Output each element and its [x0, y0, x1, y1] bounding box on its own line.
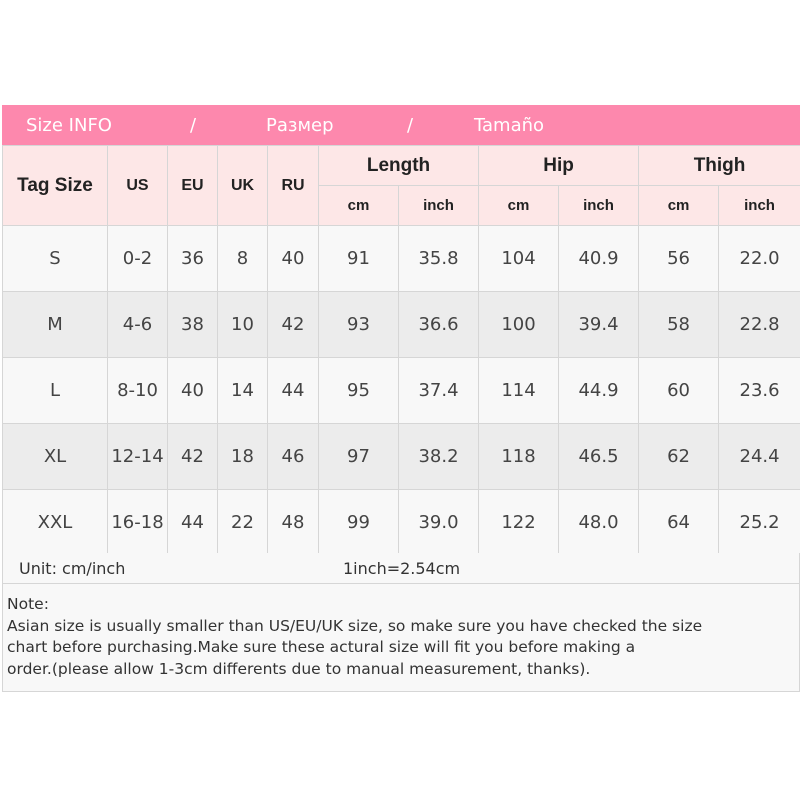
table-cell: 100: [478, 291, 560, 358]
table-row: XL 12-14 42 18 46 97 38.2 118 46.5 62 24.4: [2, 423, 800, 490]
table-cell: 23.6: [718, 357, 800, 424]
header-thigh-inch: inch: [718, 185, 800, 226]
table-cell: 97: [318, 423, 399, 490]
table-cell: 37.4: [397, 357, 480, 424]
table-cell: 24.4: [718, 423, 800, 490]
header-us: US: [107, 145, 168, 226]
header-length-cm: cm: [318, 185, 399, 226]
table-cell: 40: [167, 357, 218, 424]
table-cell: 12-14: [107, 423, 168, 490]
banner-separator: /: [190, 115, 197, 136]
table-cell: 99: [318, 489, 399, 556]
table-cell: 44: [267, 357, 319, 424]
table-cell: 22.8: [718, 291, 800, 358]
header-thigh: Thigh: [638, 145, 800, 186]
table-cell: 46.5: [558, 423, 640, 490]
table-cell: M: [2, 291, 108, 358]
note-line: order.(please allow 1-3cm differents due…: [7, 659, 591, 678]
banner-english: Size INFO: [26, 115, 112, 136]
table-cell: 118: [478, 423, 560, 490]
table-cell: 48.0: [558, 489, 640, 556]
table-cell: 42: [267, 291, 319, 358]
table-cell: 36.6: [397, 291, 480, 358]
unit-label: Unit: cm/inch: [19, 559, 126, 578]
table-cell: 8: [217, 225, 268, 292]
note-title: Note:: [7, 595, 49, 613]
table-cell: 16-18: [107, 489, 168, 556]
table-cell: 46: [267, 423, 319, 490]
table-cell: L: [2, 357, 108, 424]
table-row: L 8-10 40 14 44 95 37.4 114 44.9 60 23.6: [2, 357, 800, 424]
table-cell: 4-6: [107, 291, 168, 358]
header-hip: Hip: [478, 145, 640, 186]
header-hip-cm: cm: [478, 185, 560, 226]
table-cell: 104: [478, 225, 560, 292]
note-box: Note: Asian size is usually smaller than…: [2, 584, 800, 692]
table-row: S 0-2 36 8 40 91 35.8 104 40.9 56 22.0: [2, 225, 800, 292]
size-info-banner: Size INFO / Размер / Tamaño: [2, 105, 800, 145]
header-tag-size: Tag Size: [2, 145, 108, 226]
table-cell: 35.8: [397, 225, 480, 292]
table-cell: 95: [318, 357, 399, 424]
unit-conversion: 1inch=2.54cm: [343, 559, 461, 578]
header-length: Length: [317, 145, 480, 186]
table-cell: 18: [217, 423, 268, 490]
table-cell: 0-2: [107, 225, 168, 292]
table-cell: 114: [478, 357, 560, 424]
table-cell: 38: [167, 291, 218, 358]
table-cell: 36: [167, 225, 218, 292]
table-cell: 56: [638, 225, 720, 292]
table-cell: S: [2, 225, 108, 292]
header-uk: UK: [217, 145, 268, 226]
header-eu: EU: [167, 145, 218, 226]
table-cell: 10: [217, 291, 268, 358]
table-cell: 62: [638, 423, 720, 490]
banner-spanish: Tamaño: [474, 115, 545, 136]
table-cell: 22: [217, 489, 268, 556]
table-cell: 38.2: [397, 423, 480, 490]
table-cell: 64: [638, 489, 720, 556]
table-cell: 25.2: [718, 489, 800, 556]
size-table: Tag Size US EU UK RU Length Hip Thigh cm…: [2, 145, 800, 556]
table-row: M 4-6 38 10 42 93 36.6 100 39.4 58 22.8: [2, 291, 800, 358]
table-row: XXL 16-18 44 22 48 99 39.0 122 48.0 64 25.2: [2, 489, 800, 556]
table-cell: 44.9: [558, 357, 640, 424]
table-cell: 44: [167, 489, 218, 556]
table-cell: 91: [318, 225, 399, 292]
table-cell: 93: [318, 291, 399, 358]
table-cell: 48: [267, 489, 319, 556]
table-cell: XXL: [2, 489, 108, 556]
header-length-inch: inch: [397, 185, 480, 226]
table-cell: 39.4: [558, 291, 640, 358]
banner-separator: /: [407, 115, 414, 136]
table-cell: 42: [167, 423, 218, 490]
table-cell: 58: [638, 291, 720, 358]
banner-russian: Размер: [266, 115, 334, 136]
table-cell: 14: [217, 357, 268, 424]
note-line: Asian size is usually smaller than US/EU…: [7, 616, 703, 635]
table-cell: 8-10: [107, 357, 168, 424]
header-thigh-cm: cm: [638, 185, 720, 226]
unit-row: Unit: cm/inch 1inch=2.54cm: [2, 553, 800, 584]
table-cell: 22.0: [718, 225, 800, 292]
table-cell: 40.9: [558, 225, 640, 292]
table-cell: 39.0: [397, 489, 480, 556]
note-line: chart before purchasing.Make sure these …: [7, 638, 636, 656]
header-hip-inch: inch: [558, 185, 640, 226]
table-cell: XL: [2, 423, 108, 490]
header-ru: RU: [267, 145, 319, 226]
table-cell: 40: [267, 225, 319, 292]
table-cell: 122: [478, 489, 560, 556]
table-cell: 60: [638, 357, 720, 424]
